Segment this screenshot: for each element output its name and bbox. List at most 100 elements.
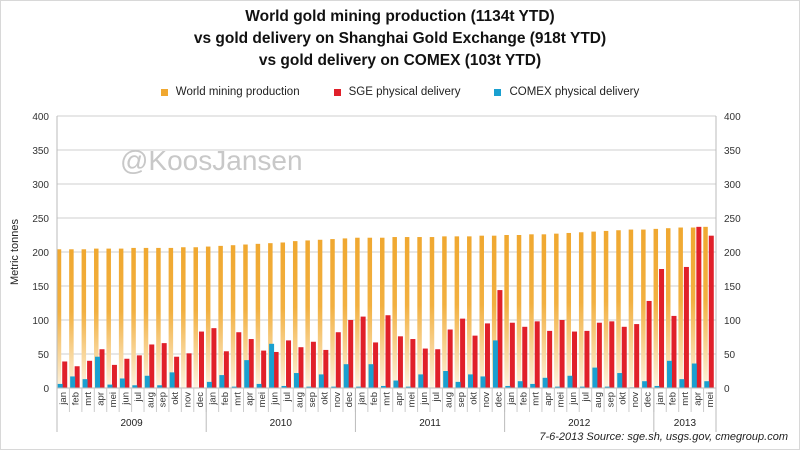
year-label: 2009 [120, 418, 143, 429]
bar-sge [472, 335, 478, 388]
x-tick-label: feb [667, 392, 678, 405]
bar-sge [422, 348, 428, 388]
x-tick-label: mei [406, 392, 417, 407]
bar-production [516, 235, 522, 388]
bar-production [255, 243, 261, 388]
bar-production [417, 237, 422, 388]
bar-production [454, 236, 460, 388]
legend-item-sge: SGE physical delivery [333, 86, 460, 98]
bar-comex [480, 376, 486, 388]
x-tick-label: jul [282, 392, 293, 403]
bar-sge [460, 318, 466, 388]
bar-production [616, 230, 621, 388]
bar-sge [261, 350, 267, 388]
bar-comex [269, 343, 275, 388]
bar-comex [293, 373, 299, 388]
bar-comex [306, 386, 312, 388]
bar-production [330, 239, 335, 388]
bar-production [703, 226, 708, 388]
x-tick-label: jun [120, 392, 131, 406]
bar-comex [468, 374, 474, 388]
bar-sge [671, 315, 677, 388]
bar-production [292, 241, 298, 388]
x-tick-label: mei [556, 392, 567, 407]
bar-comex [381, 385, 386, 388]
bar-comex [144, 375, 150, 388]
bar-sge [447, 329, 453, 388]
legend-item-production: World mining production [160, 86, 300, 98]
y-tick-label-left: 50 [38, 350, 50, 361]
bar-production [193, 247, 198, 388]
bar-comex [219, 375, 225, 388]
bar-comex [256, 383, 262, 388]
x-tick-label: apr [692, 392, 703, 406]
bar-sge [335, 332, 341, 388]
bar-comex [604, 386, 610, 388]
x-tick-label: aug [593, 392, 604, 408]
x-tick-label: dec [643, 392, 654, 408]
bar-comex [231, 386, 237, 388]
bar-sge [708, 235, 714, 388]
x-tick-label: nov [481, 392, 492, 408]
bar-sge [646, 300, 652, 388]
bar-comex [617, 373, 623, 388]
bar-comex [691, 363, 697, 388]
bar-sge [572, 331, 578, 388]
bar-comex [107, 384, 113, 388]
bar-comex [57, 383, 63, 388]
y-tick-label-right: 0 [724, 384, 730, 395]
x-tick-label: jan [655, 392, 666, 406]
x-tick-label: okt [469, 392, 480, 405]
bar-production [665, 228, 671, 388]
bar-comex [318, 374, 324, 388]
bar-comex [567, 375, 573, 388]
bar-production [641, 229, 646, 388]
bar-comex [505, 385, 511, 388]
bar-comex [119, 378, 125, 388]
x-tick-label: mrt [531, 392, 542, 406]
x-tick-label: jul [133, 392, 144, 403]
bar-production [380, 237, 385, 388]
bar-production [479, 235, 484, 388]
bar-production [56, 249, 62, 388]
bar-comex [244, 360, 250, 388]
bar-production [305, 240, 310, 388]
bar-production [268, 243, 273, 388]
bar-sge [484, 323, 490, 388]
x-tick-label: nov [332, 392, 343, 408]
y-tick-label-right: 150 [724, 282, 741, 293]
x-tick-label: sep [307, 392, 318, 407]
bar-sge [99, 349, 105, 388]
bar-comex [642, 381, 648, 388]
x-tick-label: mrt [232, 392, 243, 406]
bar-production [554, 233, 559, 388]
bar-production [168, 247, 174, 388]
bar-production [243, 244, 248, 388]
bar-sge [385, 315, 391, 388]
bar-production [591, 231, 596, 388]
bar-production [541, 234, 547, 388]
x-tick-label: sep [456, 392, 467, 407]
bar-comex [393, 380, 399, 388]
bar-comex [443, 371, 449, 388]
bar-production [218, 245, 223, 388]
x-tick-label: aug [294, 392, 305, 408]
x-tick-label: aug [444, 392, 455, 408]
bar-comex [132, 385, 138, 388]
bar-comex [356, 386, 362, 388]
bar-sge [136, 355, 142, 388]
bar-sge [696, 226, 702, 388]
bar-production [603, 230, 609, 388]
legend-label-production: World mining production [175, 86, 300, 98]
x-tick-label: feb [220, 392, 231, 405]
bar-production [404, 237, 410, 388]
x-tick-label: jul [431, 392, 442, 403]
y-tick-label-right: 350 [724, 146, 741, 157]
bar-production [504, 235, 509, 388]
bar-sge [248, 339, 254, 388]
bar-sge [497, 290, 503, 388]
bar-comex [654, 385, 660, 388]
y-axis-label: Metric tonnes [9, 218, 21, 285]
bar-sge [348, 320, 354, 388]
x-tick-label: dec [344, 392, 355, 408]
